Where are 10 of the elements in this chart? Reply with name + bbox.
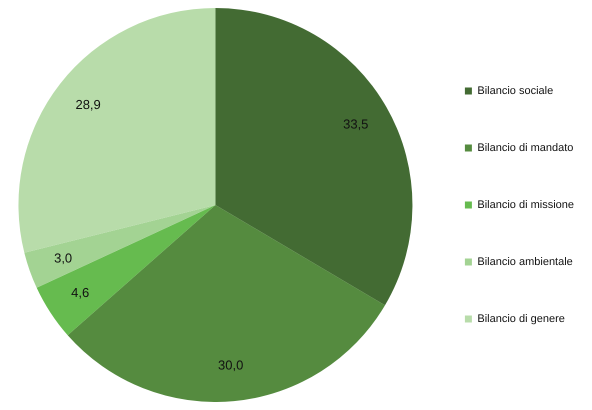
legend-label: Bilancio sociale	[477, 85, 554, 98]
legend-label: Bilancio di genere	[477, 313, 565, 326]
data-label: 33,5	[343, 116, 368, 132]
data-label: 30,0	[218, 357, 244, 372]
legend-label: Bilancio ambientale	[477, 256, 573, 268]
legend-label: Bilancio di missione	[477, 199, 574, 212]
data-label: 3,0	[54, 250, 72, 266]
data-label: 4,6	[71, 284, 90, 300]
legend-label: Bilancio di mandato	[477, 142, 574, 154]
data-label: 28,9	[75, 97, 101, 112]
